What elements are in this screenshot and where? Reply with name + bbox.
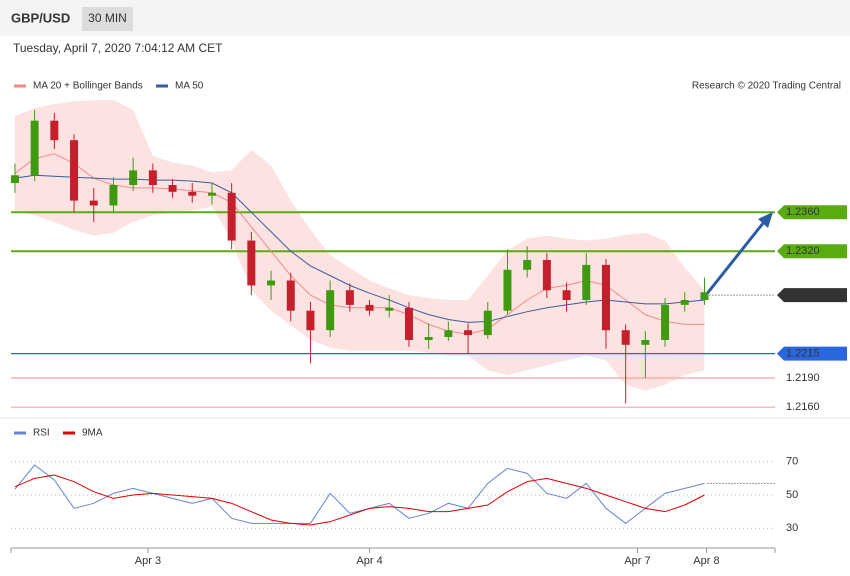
bollinger-band	[14, 100, 705, 391]
timeframe-box	[82, 7, 133, 31]
candle-body	[109, 185, 118, 206]
level-label-box	[777, 346, 847, 361]
y-tick-label: 50	[786, 489, 798, 501]
y-tick-label: 70	[786, 456, 798, 468]
candle-body	[70, 140, 79, 201]
candle-body	[227, 192, 236, 241]
candle-body	[345, 290, 354, 305]
current-price-label: 1.2275	[786, 289, 820, 301]
candle-body	[424, 337, 433, 340]
level-label-box	[777, 205, 847, 220]
legend-label: MA 50	[175, 81, 204, 92]
candle-body	[483, 310, 492, 336]
x-tick-label: Apr 3	[135, 555, 161, 567]
candle-body	[661, 304, 670, 340]
level-label: 1.2160	[786, 401, 820, 413]
level-label: 1.2190	[786, 372, 820, 384]
candle-body	[464, 330, 473, 336]
candle-body	[326, 290, 335, 331]
y-tick-label: 30	[786, 522, 798, 534]
candle-body	[188, 191, 197, 196]
candle-body	[444, 330, 453, 338]
level-label: 1.2360	[786, 206, 820, 218]
candle-body	[50, 120, 59, 141]
candle-body	[129, 170, 138, 185]
candle-body	[385, 307, 394, 311]
current-price-box	[777, 288, 847, 303]
candle-body	[168, 185, 177, 192]
legend-label: 9MA	[82, 428, 103, 439]
level-label: 1.2215	[786, 348, 820, 360]
candle-body	[641, 339, 650, 345]
candle-body	[523, 260, 532, 270]
legend-label: RSI	[33, 428, 50, 439]
candle-body	[148, 170, 157, 185]
candle-body	[601, 264, 610, 331]
candle-body	[247, 240, 256, 286]
candle-body	[542, 260, 551, 291]
candle-body	[89, 200, 98, 206]
header-bar	[0, 0, 850, 36]
indicator-line	[14, 474, 705, 526]
level-label: 1.2320	[786, 245, 820, 257]
forecast-arrow	[706, 221, 766, 295]
x-tick-label: Apr 8	[693, 555, 719, 567]
forecast-arrowhead	[758, 212, 773, 228]
timeframe: 30 MIN	[88, 11, 127, 25]
candle-body	[207, 192, 216, 196]
candle-body	[365, 304, 374, 311]
candle-body	[582, 264, 591, 300]
x-tick-label: Apr 4	[356, 555, 382, 567]
candle-body	[700, 292, 709, 300]
candle-body	[562, 290, 571, 300]
candle-body	[286, 280, 295, 311]
level-label-box	[777, 244, 847, 259]
x-tick-label: Apr 7	[624, 555, 650, 567]
candle-body	[306, 310, 315, 331]
indicator-line	[14, 464, 705, 524]
symbol: GBP/USD	[11, 10, 70, 25]
legend-label: MA 20 + Bollinger Bands	[33, 81, 143, 92]
candle-body	[621, 330, 630, 345]
candle-body	[10, 175, 19, 184]
candle-body	[404, 307, 413, 340]
candle-body	[267, 280, 276, 286]
timestamp: Tuesday, April 7, 2020 7:04:12 AM CET	[13, 41, 223, 55]
candle-body	[680, 300, 689, 305]
credit: Research © 2020 Trading Central	[692, 81, 841, 92]
candle-body	[503, 269, 512, 311]
candle-body	[30, 120, 39, 176]
